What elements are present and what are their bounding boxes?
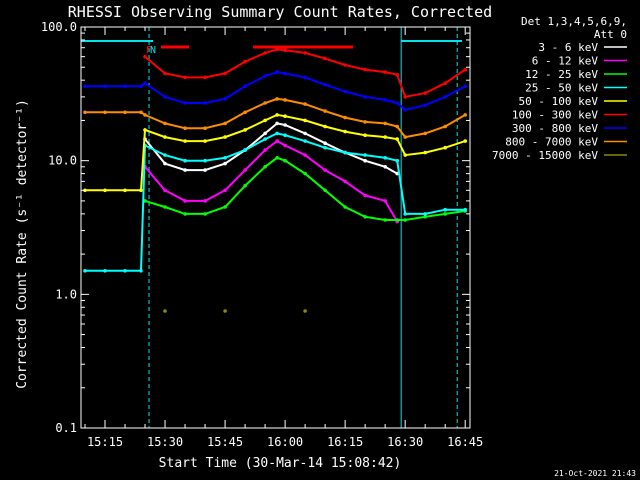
legend-label: 3 - 6 keV [538,41,598,54]
flag-label: N [150,45,156,56]
x-tick-label: 16:45 [447,435,483,449]
series-line [144,139,399,223]
data-point [303,309,307,313]
y-tick-label: 100.0 [41,20,77,34]
y-axis-label: Corrected Count Rate (s⁻¹ detector⁻¹) [15,99,30,389]
series-line [144,48,466,99]
x-tick-label: 16:30 [387,435,423,449]
series-8 [163,309,307,313]
series-line [85,113,466,192]
flag-label: F [146,45,152,56]
legend-label: 300 - 800 keV [512,122,598,135]
series-6 [83,70,468,112]
y-tick-label: 0.1 [55,421,77,435]
legend-label: 50 - 100 keV [519,95,599,108]
x-tick-label: 16:15 [327,435,363,449]
series-3 [83,131,468,273]
series-7 [83,97,468,139]
series-line [85,132,466,272]
x-tick-label: 15:15 [87,435,123,449]
x-tick-label: 16:00 [267,435,303,449]
legend-label: 7000 - 15000 keV [492,149,598,162]
legend-label: 800 - 7000 keV [505,136,598,149]
y-tick-label: 10.0 [48,154,77,168]
y-tick-label: 1.0 [55,287,77,301]
series-line [85,71,466,111]
legend-label: 25 - 50 keV [525,82,598,95]
series-0 [143,121,400,176]
legend-label: 12 - 25 keV [525,68,598,81]
data-point [223,309,227,313]
series-4 [83,113,468,193]
timestamp: 21-Oct-2021 21:43 [554,469,636,478]
x-tick-label: 15:45 [207,435,243,449]
legend-header: Det 1,3,4,5,6,9, [521,15,627,28]
series-1 [143,139,400,224]
series-2 [143,156,468,222]
x-axis-label: Start Time (30-Mar-14 15:08:42) [159,456,402,471]
plot-area: FN [81,27,468,428]
series-line [144,156,466,221]
series-line [85,97,466,139]
axes: 0.1 1.0 10.0 100.0 15:15 15:30 15:45 16:00 16:15… [41,20,483,449]
legend-header: Att 0 [594,28,627,41]
data-point [163,309,167,313]
series-5 [143,47,468,99]
legend-label: 100 - 300 keV [512,109,598,122]
chart-title: RHESSI Observing Summary Count Rates, Co… [68,3,492,21]
legend-label: 6 - 12 keV [532,55,599,68]
series-line [144,122,398,175]
plot-frame [80,26,471,429]
x-tick-label: 15:30 [147,435,183,449]
